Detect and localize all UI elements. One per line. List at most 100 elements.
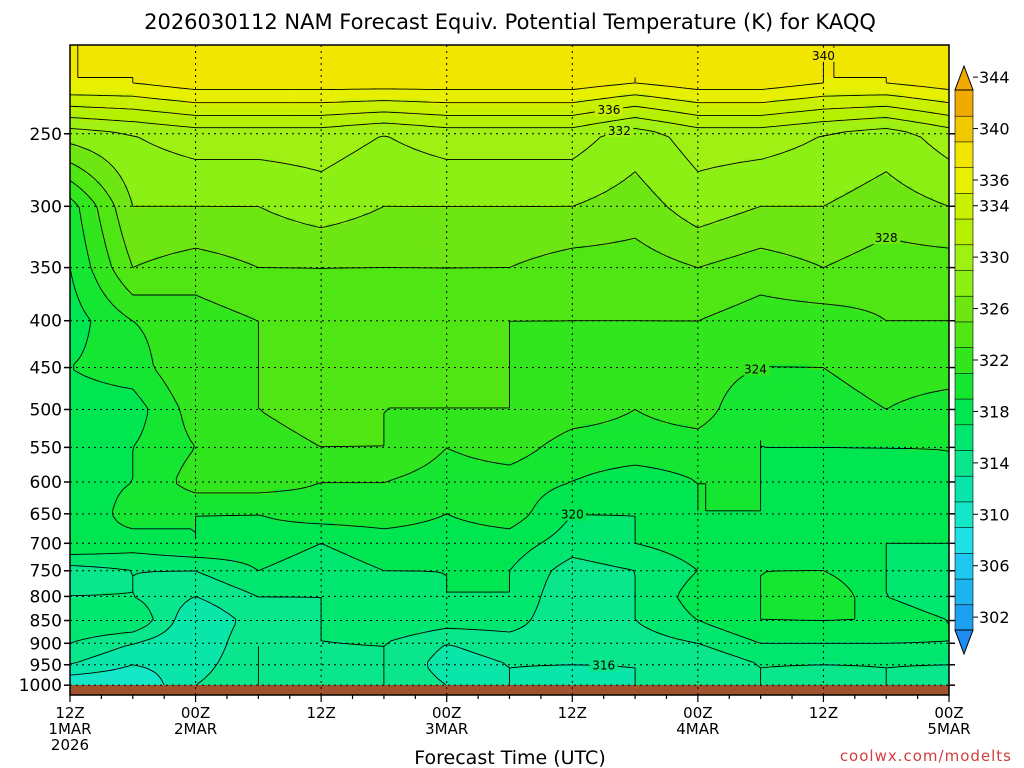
field-cell [744,115,751,122]
field-cell [577,110,584,117]
field-cell [122,180,129,187]
field-cell [870,185,877,192]
field-cell [216,110,223,117]
field-cell [446,82,453,89]
field-cell [101,66,108,73]
field-cell [797,82,804,89]
field-cell [718,158,725,165]
field-cell [226,131,233,138]
field-cell [933,169,940,176]
field-cell [917,93,924,100]
field-cell [928,104,934,111]
field-cell [425,153,432,160]
field-cell [336,126,343,133]
field-cell [451,66,458,73]
field-cell [661,45,668,52]
field-cell [676,202,683,209]
field-cell [127,153,134,160]
field-cell [880,104,887,111]
field-cell [729,50,736,57]
field-cell [849,137,856,144]
field-cell [901,110,908,117]
field-cell [206,61,212,68]
field-cell [656,137,662,144]
field-cell [179,88,186,95]
field-cell [860,180,866,187]
field-cell [457,61,464,68]
field-cell [682,93,688,100]
field-cell [635,180,641,187]
field-cell [441,196,448,203]
field-cell [441,180,448,187]
field-cell [572,191,579,198]
field-cell [488,185,495,192]
field-cell [504,185,511,192]
field-cell [226,164,233,171]
field-cell [321,88,327,95]
field-cell [907,99,913,106]
field-cell [697,77,704,84]
field-cell [169,88,176,95]
field-cell [352,120,359,127]
field-cell [106,120,113,127]
field-cell [608,88,615,95]
field-cell [519,45,526,52]
field-cell [472,115,479,122]
field-cell [514,82,521,89]
field-cell [901,50,908,57]
field-cell [771,164,777,171]
field-cell [247,104,254,111]
field-cell [415,142,422,149]
field-cell [410,137,416,144]
field-cell [797,137,804,144]
field-cell [410,131,416,138]
field-cell [504,153,511,160]
field-cell [195,55,202,62]
field-cell [169,72,176,79]
field-cell [865,93,872,100]
field-cell [420,175,427,182]
field-cell [300,88,307,95]
field-cell [389,142,395,149]
field-cell [833,147,840,154]
field-cell [875,137,882,144]
field-cell [462,50,469,57]
field-cell [844,45,851,52]
field-cell [253,158,259,165]
field-cell [478,120,484,127]
field-cell [540,99,547,106]
field-cell [640,202,647,209]
field-cell [624,45,631,52]
field-cell [844,169,851,176]
field-cell [101,147,108,154]
field-cell [661,120,668,127]
field-cell [237,142,244,149]
field-cell [117,169,123,176]
field-cell [174,110,181,117]
field-cell [211,50,218,57]
field-cell [363,164,369,171]
field-cell [200,45,207,52]
field-cell [744,196,751,203]
field-cell [446,153,453,160]
field-cell [682,55,688,62]
field-cell [624,137,631,144]
field-cell [645,169,652,176]
field-cell [321,93,327,100]
field-cell [70,147,76,154]
field-cell [342,180,348,187]
field-cell [415,88,422,95]
field-cell [823,191,830,198]
field-cell [640,185,647,192]
field-cell [687,202,694,209]
field-cell [493,137,500,144]
field-cell [504,55,511,62]
field-cell [216,175,223,182]
field-cell [535,191,542,198]
field-cell [279,66,286,73]
field-cell [300,191,307,198]
field-cell [179,55,186,62]
field-cell [378,104,385,111]
field-cell [122,93,129,100]
field-cell [305,88,312,95]
